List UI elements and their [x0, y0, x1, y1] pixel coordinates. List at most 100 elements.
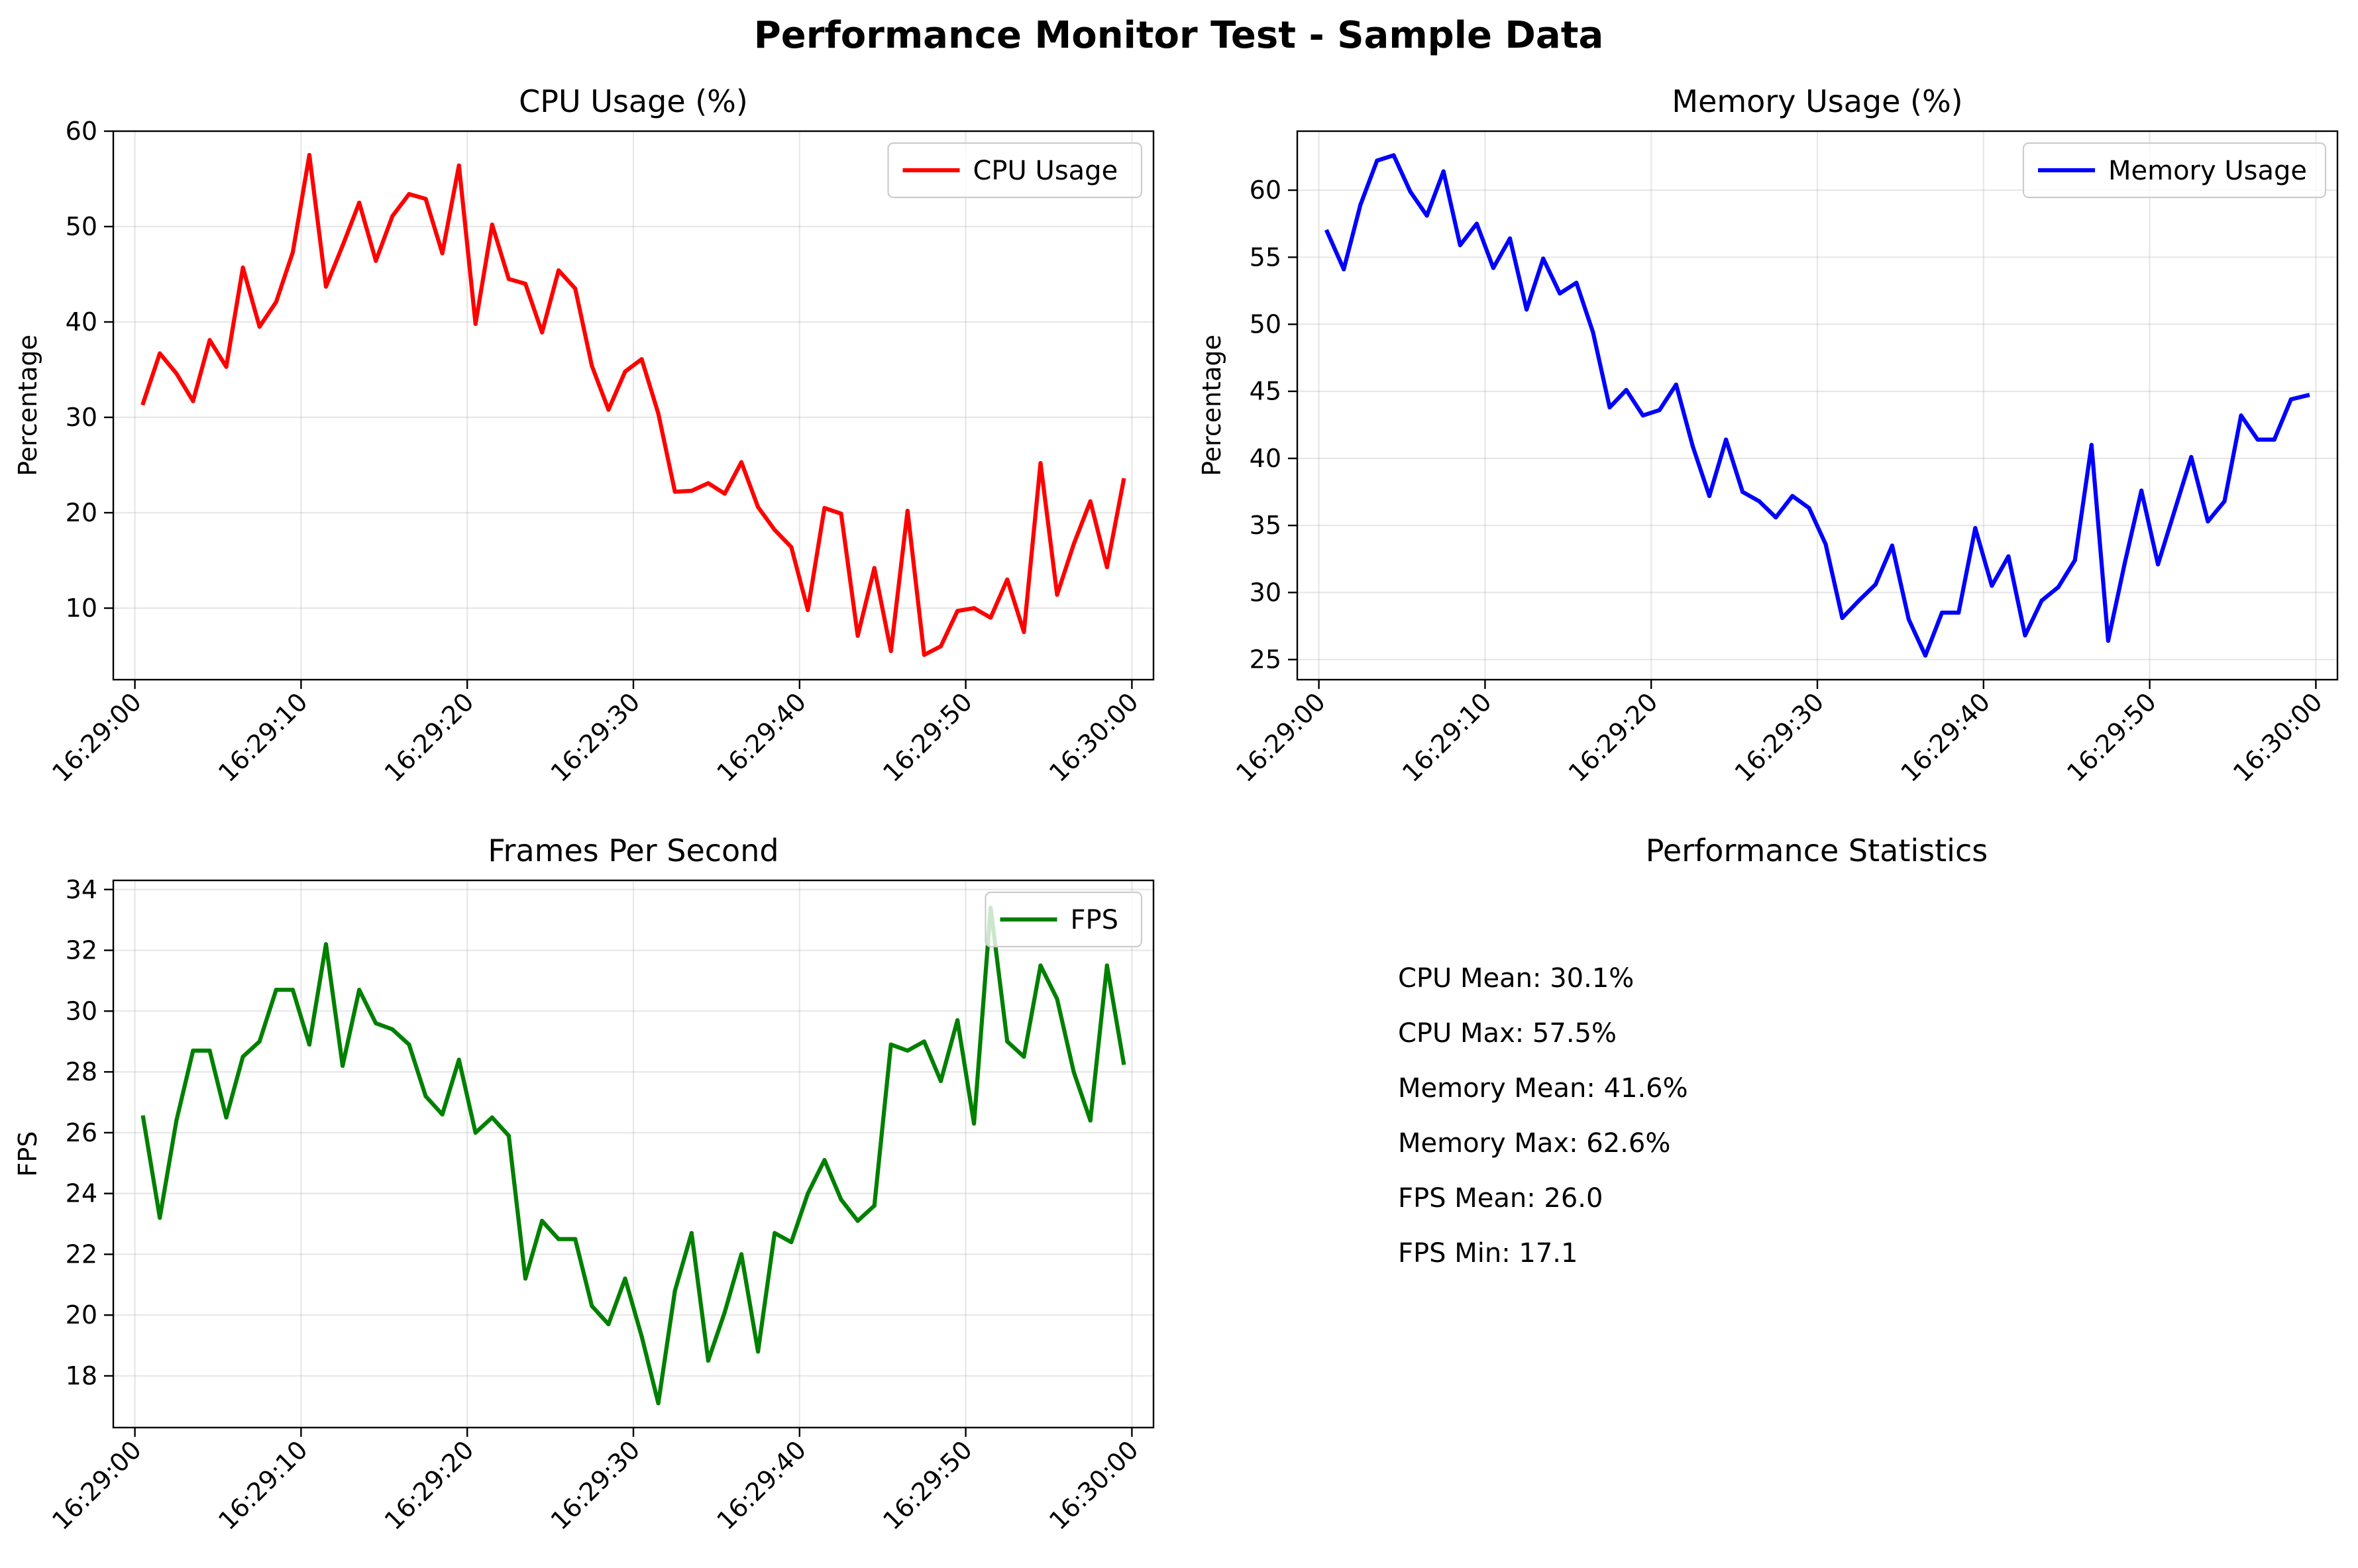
y-tick-label: 20: [66, 498, 97, 527]
data-point: [390, 214, 395, 219]
data-point: [506, 277, 511, 282]
data-point: [806, 1191, 810, 1196]
data-point: [1990, 584, 1994, 588]
data-point: [290, 250, 295, 254]
data-point: [224, 1115, 229, 1120]
data-point: [1055, 996, 1059, 1002]
legend-label: Memory Usage: [2108, 156, 2307, 186]
y-tick-label: 18: [66, 1361, 97, 1390]
data-point: [905, 509, 910, 513]
legend: FPS: [985, 891, 1143, 948]
data-point: [540, 1218, 545, 1224]
y-tick-label: 50: [1250, 310, 1281, 339]
data-point: [1005, 577, 1010, 582]
data-point: [423, 1094, 428, 1098]
data-point: [2122, 560, 2127, 566]
data-point: [1873, 582, 1878, 587]
data-point: [1724, 437, 1729, 442]
data-point: [1940, 610, 1945, 615]
y-tick-label: 35: [1250, 511, 1281, 540]
data-point: [456, 1057, 461, 1062]
data-point: [839, 511, 843, 516]
data-point: [689, 1231, 694, 1235]
y-axis-label: FPS: [13, 1131, 42, 1177]
data-point: [1840, 615, 1845, 621]
data-point: [1690, 444, 1695, 448]
data-point: [639, 1334, 644, 1339]
y-tick-label: 28: [66, 1057, 97, 1086]
data-point: [739, 1252, 744, 1257]
data-point: [806, 607, 810, 613]
stat-line: FPS Min: 17.1: [1398, 1238, 1578, 1269]
data-point: [672, 1288, 677, 1293]
data-point: [2206, 519, 2210, 524]
chart-title: Memory Usage (%): [1672, 83, 1962, 119]
data-point: [2239, 413, 2243, 418]
data-point: [407, 1042, 411, 1047]
data-point: [440, 1112, 445, 1117]
data-point: [407, 191, 411, 197]
data-point: [888, 1042, 893, 1047]
data-point: [1038, 963, 1043, 968]
legend-box: [985, 891, 1143, 948]
data-point: [1342, 267, 1346, 272]
data-point: [1657, 408, 1662, 413]
data-point: [274, 988, 278, 992]
data-point: [1741, 490, 1745, 494]
y-tick-label: 32: [66, 936, 97, 965]
data-point: [1071, 1070, 1076, 1074]
data-point: [1890, 543, 1894, 548]
data-point: [955, 1018, 960, 1023]
y-tick-label: 60: [1250, 176, 1281, 205]
data-point: [2056, 585, 2061, 590]
y-tick-label: 60: [66, 117, 97, 146]
data-point: [207, 338, 212, 342]
data-point: [2189, 454, 2194, 460]
data-point: [989, 615, 993, 620]
stat-line: Memory Mean: 41.6%: [1398, 1073, 1688, 1104]
y-tick-label: 24: [66, 1179, 97, 1208]
data-point: [1790, 494, 1795, 498]
y-tick-label: 26: [66, 1118, 97, 1147]
data-point: [938, 1078, 943, 1083]
data-point: [2139, 488, 2144, 493]
y-tick-label: 45: [1250, 377, 1281, 406]
data-point: [1005, 1039, 1010, 1044]
data-point: [1088, 1118, 1093, 1123]
y-tick-label: 22: [66, 1239, 97, 1269]
y-tick-label: 30: [1250, 578, 1281, 607]
data-point: [1022, 629, 1026, 635]
data-point: [257, 325, 262, 329]
data-point: [689, 488, 694, 494]
stat-line: CPU Mean: 30.1%: [1398, 963, 1634, 994]
data-point: [557, 268, 561, 273]
y-tick-label: 34: [66, 875, 97, 904]
data-point: [1121, 478, 1126, 483]
data-point: [872, 1203, 877, 1208]
data-points: [141, 906, 1126, 1406]
data-point: [872, 566, 877, 570]
data-point: [722, 1310, 727, 1314]
data-point: [2106, 639, 2110, 643]
data-point: [341, 243, 345, 248]
data-point: [1956, 610, 1961, 615]
chart-title: CPU Usage (%): [519, 83, 748, 119]
data-point: [2255, 437, 2260, 442]
data-point: [1906, 617, 1911, 622]
data-point: [506, 1133, 511, 1138]
y-tick-label: 10: [66, 594, 97, 623]
data-point: [2172, 508, 2177, 513]
stat-line: Memory Max: 62.6%: [1398, 1128, 1670, 1159]
data-point: [1507, 236, 1513, 241]
data-point: [639, 357, 644, 362]
data-point: [656, 411, 661, 416]
data-point: [1757, 499, 1762, 503]
data-point: [307, 1042, 311, 1047]
data-point: [706, 1358, 710, 1363]
y-tick-label: 30: [66, 403, 97, 432]
grid: [113, 880, 1153, 1428]
data-point: [1491, 266, 1495, 270]
data-point: [1674, 382, 1678, 387]
data-point: [490, 1115, 494, 1120]
data-point: [1055, 592, 1059, 597]
